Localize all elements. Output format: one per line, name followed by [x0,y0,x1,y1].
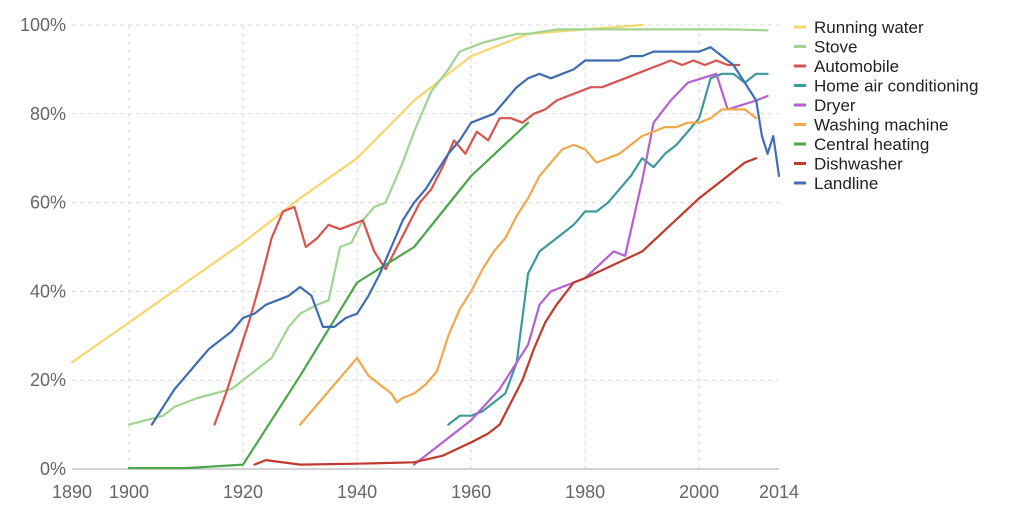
legend-label-dishwasher[interactable]: Dishwasher [814,155,903,174]
y-tick-label: 40% [30,281,66,301]
legend-label-dryer[interactable]: Dryer [814,96,856,115]
x-tick-label: 1960 [451,482,491,502]
series-line-running-water[interactable] [70,23,644,364]
legend-label-central-heating[interactable]: Central heating [814,135,929,154]
x-tick-label: 1890 [52,482,92,502]
legend-label-stove[interactable]: Stove [814,38,857,57]
series-line-home-air-conditioning[interactable] [447,72,769,426]
y-tick-label: 20% [30,370,66,390]
series-line-dishwasher[interactable] [253,157,758,466]
series-line-landline[interactable] [150,46,781,426]
series-line-stove[interactable] [127,28,769,426]
grid-lines [72,24,779,469]
x-tick-label: 1900 [109,482,149,502]
x-tick-label: 2014 [759,482,799,502]
legend-label-running-water[interactable]: Running water [814,18,924,37]
axis: 0% 20% 40% 60% 80% 100% 1890 1900 1920 1940 1960 19… [20,15,799,502]
y-tick-label: 0% [40,459,66,479]
x-tick-label: 1940 [337,482,377,502]
legend-label-home-air-conditioning[interactable]: Home air conditioning [814,77,978,96]
series-line-washing-machine[interactable] [299,108,758,426]
y-tick-label: 100% [20,15,66,35]
y-tick-label: 80% [30,104,66,124]
series-line-dryer[interactable] [413,72,769,466]
series-line-automobile[interactable] [213,59,741,426]
x-tick-label: 2000 [679,482,719,502]
x-tick-label: 1980 [565,482,605,502]
legend-label-washing-machine[interactable]: Washing machine [814,116,949,135]
legend-label-automobile[interactable]: Automobile [814,57,899,76]
y-tick-label: 60% [30,193,66,213]
series-lines [70,23,781,470]
series-line-central-heating[interactable] [127,121,530,470]
x-tick-label: 1920 [223,482,263,502]
legend-label-landline[interactable]: Landline [814,174,878,193]
